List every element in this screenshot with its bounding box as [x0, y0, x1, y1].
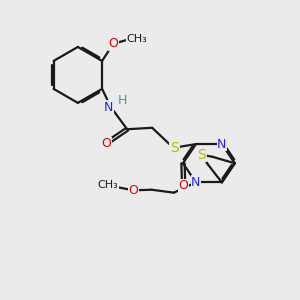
Text: S: S — [170, 141, 179, 155]
Text: N: N — [104, 101, 113, 114]
Text: CH₃: CH₃ — [127, 34, 147, 44]
Text: N: N — [217, 138, 226, 151]
Text: H: H — [117, 94, 127, 107]
Text: S: S — [197, 148, 206, 162]
Text: N: N — [191, 176, 201, 189]
Text: O: O — [129, 184, 138, 197]
Text: O: O — [178, 179, 188, 192]
Text: O: O — [102, 137, 111, 151]
Text: CH₃: CH₃ — [98, 180, 118, 190]
Text: O: O — [108, 38, 118, 50]
